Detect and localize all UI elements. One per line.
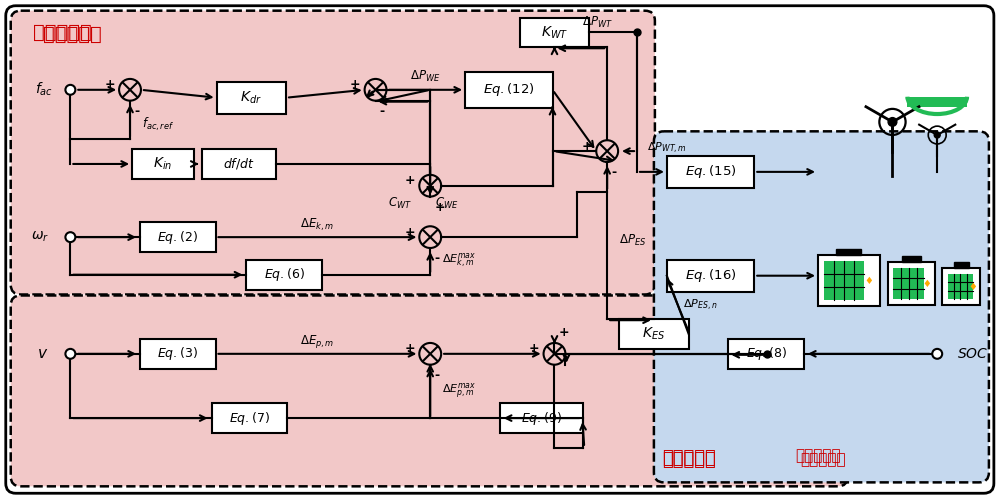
Text: $SOC$: $SOC$: [957, 347, 988, 361]
Text: +: +: [434, 201, 445, 214]
Text: $\Delta P_{WT,m}$: $\Delta P_{WT,m}$: [647, 141, 687, 156]
Text: 系统层控制: 系统层控制: [662, 451, 716, 469]
FancyBboxPatch shape: [11, 10, 655, 294]
Text: $Eq.(2)$: $Eq.(2)$: [157, 229, 198, 246]
Bar: [907, 97, 967, 107]
Circle shape: [65, 85, 75, 95]
Bar: [902, 256, 921, 262]
Bar: [836, 249, 861, 255]
Text: -: -: [134, 105, 139, 118]
Text: $\omega_r$: $\omega_r$: [31, 230, 50, 245]
Text: $K_{WT}$: $K_{WT}$: [541, 24, 568, 40]
Text: ♦: ♦: [969, 281, 978, 291]
Text: $K_{ES}$: $K_{ES}$: [642, 326, 665, 342]
Text: $K_{in}$: $K_{in}$: [153, 156, 172, 172]
Text: 单元层控制: 单元层控制: [795, 448, 841, 463]
Text: +: +: [405, 226, 415, 239]
Text: 场站层控制: 场站层控制: [43, 25, 102, 44]
Text: $\Delta P_{WE}$: $\Delta P_{WE}$: [410, 68, 440, 83]
Text: ♦: ♦: [864, 275, 873, 285]
Bar: [728, 339, 804, 369]
Bar: [202, 149, 276, 179]
Text: $\Delta P_{ES}$: $\Delta P_{ES}$: [619, 233, 646, 248]
Text: -: -: [611, 166, 616, 179]
Text: $f_{ac,ref}$: $f_{ac,ref}$: [142, 116, 174, 133]
Text: $Eq.(15)$: $Eq.(15)$: [685, 163, 736, 180]
Bar: [619, 319, 689, 349]
Text: -: -: [380, 105, 385, 118]
Text: $Eq.(3)$: $Eq.(3)$: [157, 345, 198, 362]
Text: $Eq.(7)$: $Eq.(7)$: [229, 410, 270, 427]
Text: -: -: [434, 369, 439, 382]
Bar: [948, 274, 973, 299]
Text: +: +: [405, 174, 415, 187]
Circle shape: [934, 132, 940, 138]
Text: 单元层控制: 单元层控制: [800, 452, 846, 467]
FancyBboxPatch shape: [6, 6, 994, 493]
Text: +: +: [558, 326, 569, 339]
Bar: [667, 156, 754, 188]
Text: 场站层控制: 场站层控制: [33, 23, 92, 42]
Text: $\Delta E_{p,m}$: $\Delta E_{p,m}$: [300, 333, 334, 350]
Bar: [893, 268, 924, 299]
Bar: [888, 262, 935, 305]
Text: $Eq.(9)$: $Eq.(9)$: [521, 410, 562, 427]
Bar: [246, 260, 322, 289]
Text: +: +: [350, 78, 361, 91]
Text: 系统层控制: 系统层控制: [662, 449, 716, 467]
Text: $Eq.(16)$: $Eq.(16)$: [685, 267, 736, 284]
Bar: [954, 262, 969, 268]
Bar: [465, 72, 553, 108]
Text: $C_{WT}$: $C_{WT}$: [388, 196, 412, 211]
Text: $C_{WE}$: $C_{WE}$: [435, 196, 459, 211]
Text: $\Delta P_{ES,n}$: $\Delta P_{ES,n}$: [683, 298, 718, 313]
Bar: [140, 223, 216, 252]
Text: -: -: [434, 252, 439, 265]
Text: $K_{dr}$: $K_{dr}$: [240, 89, 262, 106]
Bar: [818, 255, 880, 306]
Bar: [520, 17, 589, 47]
Bar: [212, 403, 287, 433]
Text: +: +: [104, 78, 115, 91]
Bar: [942, 268, 980, 305]
Text: +: +: [405, 342, 415, 355]
Text: $Eq.(6)$: $Eq.(6)$: [264, 266, 305, 283]
Text: $\Delta E_{k,m}$: $\Delta E_{k,m}$: [300, 217, 334, 234]
Text: $\Delta E_{p,m}^{max}$: $\Delta E_{p,m}^{max}$: [442, 382, 477, 401]
Circle shape: [888, 118, 897, 126]
FancyBboxPatch shape: [11, 295, 848, 487]
Text: $v$: $v$: [37, 346, 48, 361]
Bar: [824, 261, 864, 300]
Text: +: +: [582, 140, 592, 153]
Bar: [140, 339, 216, 369]
Text: +: +: [529, 342, 540, 355]
FancyBboxPatch shape: [654, 131, 989, 483]
Bar: [500, 403, 583, 433]
Text: $Eq.(12)$: $Eq.(12)$: [483, 81, 535, 98]
Bar: [132, 149, 194, 179]
Circle shape: [65, 349, 75, 359]
Text: $Eq.(8)$: $Eq.(8)$: [746, 345, 787, 362]
Text: $\Delta E_{k,m}^{max}$: $\Delta E_{k,m}^{max}$: [442, 251, 477, 270]
Bar: [667, 260, 754, 291]
Text: $\Delta P_{WT}$: $\Delta P_{WT}$: [582, 15, 613, 30]
Text: $f_{ac}$: $f_{ac}$: [35, 81, 54, 98]
Bar: [217, 82, 286, 114]
Text: $df/dt$: $df/dt$: [223, 157, 255, 172]
Circle shape: [932, 349, 942, 359]
Circle shape: [65, 232, 75, 242]
Text: ♦: ♦: [922, 278, 931, 288]
